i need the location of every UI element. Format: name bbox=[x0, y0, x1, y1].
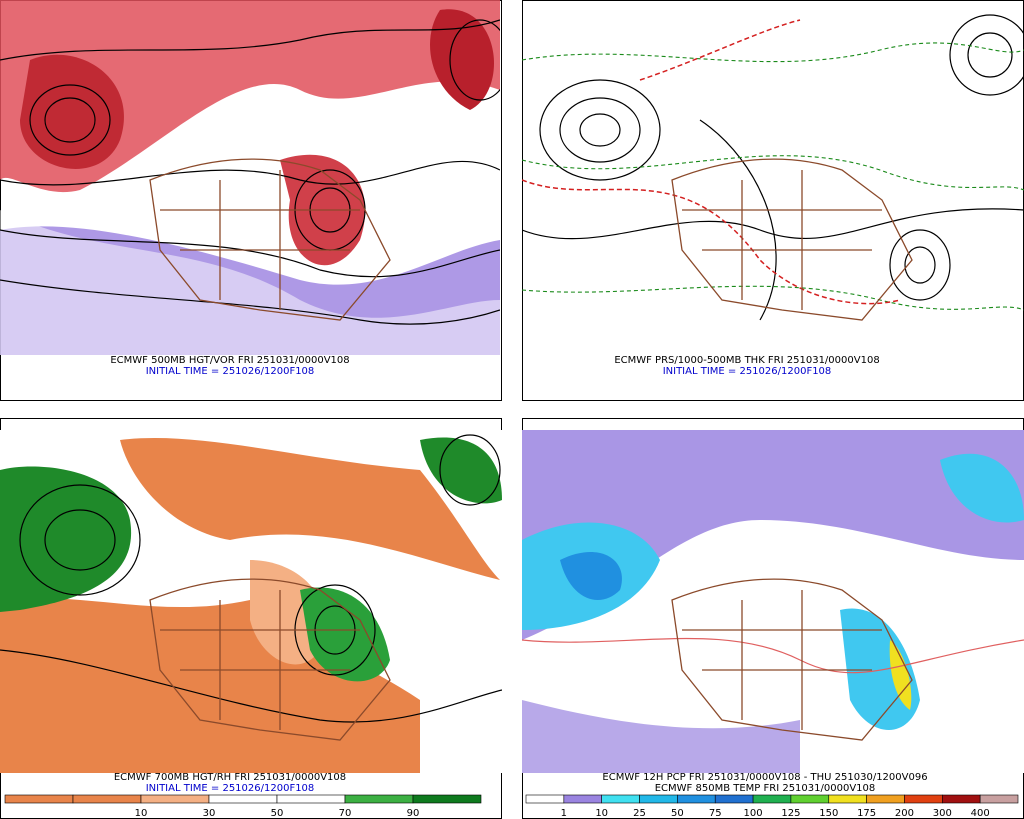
map-pressure bbox=[522, 14, 1024, 321]
map-caption: ECMWF PRS/1000-500MB THK FRI 251031/0000… bbox=[614, 355, 879, 366]
colorbar-segment bbox=[828, 794, 867, 804]
map-caption: INITIAL TIME = 251026/1200F108 bbox=[663, 366, 832, 377]
colorbar-label: 50 bbox=[671, 808, 684, 819]
colorbar-label: 70 bbox=[339, 808, 352, 819]
colorbar-label: 25 bbox=[633, 808, 646, 819]
colorbar-segment bbox=[208, 794, 278, 804]
colorbar-label: 150 bbox=[819, 808, 838, 819]
map-caption: ECMWF 700MB HGT/RH FRI 251031/0000V108 bbox=[114, 772, 346, 783]
map-caption: ECMWF 500MB HGT/VOR FRI 251031/0000V108 bbox=[110, 355, 349, 366]
colorbar-segment bbox=[904, 794, 943, 804]
colorbar-label: 300 bbox=[933, 808, 952, 819]
map-caption: ECMWF 850MB TEMP FRI 251031/0000V108 bbox=[655, 783, 876, 794]
colorbar-segment bbox=[4, 794, 74, 804]
colorbar-label: 30 bbox=[203, 808, 216, 819]
map-precip bbox=[522, 430, 1024, 773]
map-500mb bbox=[0, 0, 500, 355]
colorbar-segment bbox=[412, 794, 482, 804]
colorbar-segment bbox=[601, 794, 640, 804]
colorbar-segment bbox=[140, 794, 210, 804]
colorbar-label: 200 bbox=[895, 808, 914, 819]
colorbar-segment bbox=[344, 794, 414, 804]
colorbar-segment bbox=[72, 794, 142, 804]
map-caption: ECMWF 12H PCP FRI 251031/0000V108 - THU … bbox=[602, 772, 927, 783]
colorbar-segment bbox=[639, 794, 678, 804]
colorbar-label: 75 bbox=[709, 808, 722, 819]
colorbar-segment bbox=[276, 794, 346, 804]
colorbar-label: 100 bbox=[744, 808, 763, 819]
colorbar-segment bbox=[790, 794, 830, 804]
colorbar-label: 400 bbox=[971, 808, 990, 819]
colorbar-segment bbox=[979, 794, 1019, 804]
colorbar-segment bbox=[563, 794, 602, 804]
colorbar-label: 10 bbox=[595, 808, 608, 819]
colorbar-segment bbox=[525, 794, 565, 804]
colorbar-segment bbox=[866, 794, 905, 804]
colorbar-segment bbox=[942, 794, 981, 804]
colorbar-label: 90 bbox=[407, 808, 420, 819]
colorbar-segment bbox=[677, 794, 716, 804]
map-700mb bbox=[0, 430, 502, 773]
colorbar-segment bbox=[714, 794, 754, 804]
colorbar-segment bbox=[752, 794, 792, 804]
map-caption: INITIAL TIME = 251026/1200F108 bbox=[146, 366, 315, 377]
colorbar-label: 175 bbox=[857, 808, 876, 819]
colorbar-label: 50 bbox=[271, 808, 284, 819]
map-caption: INITIAL TIME = 251026/1200F108 bbox=[146, 783, 315, 794]
colorbar-label: 1 bbox=[561, 808, 567, 819]
panel-frame bbox=[522, 0, 1024, 401]
colorbar-label: 10 bbox=[135, 808, 148, 819]
colorbar-label: 125 bbox=[781, 808, 800, 819]
